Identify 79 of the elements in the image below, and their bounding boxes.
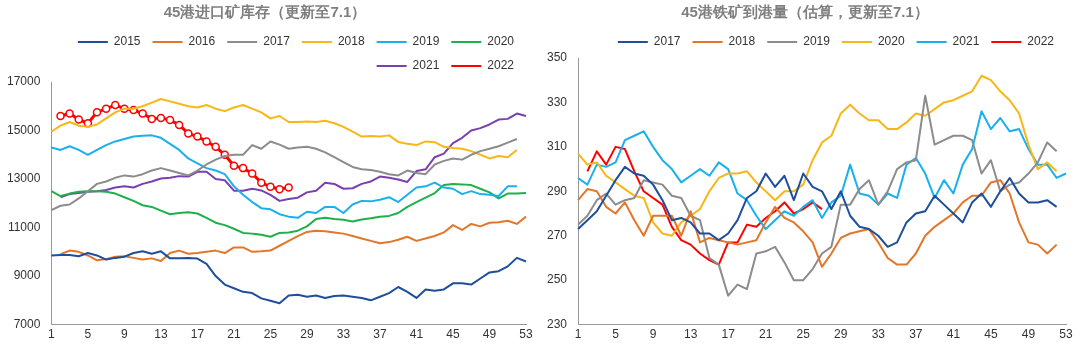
point: [56, 111, 65, 121]
point: [184, 129, 193, 138]
x-tick-label: 29: [300, 327, 314, 342]
legend-label: 2017: [263, 34, 291, 49]
x-tick-label: 41: [946, 327, 961, 342]
y-tick-label: 9000: [13, 268, 41, 283]
y-tick-label: 310: [546, 139, 568, 154]
x-tick-label: 49: [482, 327, 497, 342]
legend-label: 2017: [653, 34, 681, 49]
y-tick-label: 250: [546, 272, 568, 287]
chart-title: 45港铁矿到港量（估算，更新至7.1）: [681, 3, 929, 21]
x-tick-label: 5: [612, 327, 620, 342]
y-tick-label: 230: [546, 316, 568, 331]
point: [65, 109, 74, 118]
y-tick-label: 350: [546, 50, 568, 65]
point: [284, 183, 293, 192]
legend-label: 2020: [487, 34, 515, 49]
legend-label: 2015: [113, 34, 141, 49]
x-tick-label: 9: [649, 327, 657, 342]
legend-label: 2021: [952, 34, 980, 49]
legend-label: 2018: [337, 34, 365, 49]
legend-label: 2022: [487, 58, 515, 73]
x-tick-label: 37: [909, 327, 923, 342]
point: [257, 178, 266, 187]
point: [92, 108, 102, 117]
y-tick-label: 270: [546, 228, 568, 243]
point: [174, 120, 184, 130]
point: [238, 163, 248, 173]
y-tick-label: 7000: [13, 316, 41, 331]
x-tick-label: 13: [154, 327, 168, 342]
y-tick-label: 13000: [6, 171, 41, 186]
x-tick-label: 33: [336, 327, 351, 342]
legend-label: 2021: [412, 58, 440, 73]
x-tick-label: 45: [446, 327, 460, 342]
point: [165, 115, 175, 125]
point: [229, 161, 239, 170]
point: [275, 184, 284, 194]
chart-title: 45港进口矿库存（更新至7.1）: [163, 3, 367, 21]
point: [266, 182, 275, 192]
x-tick-label: 13: [683, 327, 698, 342]
point: [138, 109, 147, 118]
point: [193, 132, 202, 141]
y-tick-label: 290: [546, 183, 568, 198]
y-tick-label: 11000: [7, 219, 41, 234]
x-tick-label: 21: [227, 327, 241, 342]
legend-label: 2022: [1027, 34, 1055, 49]
legend-label: 2019: [803, 34, 831, 49]
x-tick-label: 9: [121, 327, 129, 342]
x-tick-label: 1: [574, 327, 582, 342]
point: [74, 115, 83, 124]
x-tick-label: 33: [871, 327, 886, 342]
x-tick-label: 17: [190, 327, 205, 342]
legend-label: 2020: [877, 34, 905, 49]
x-tick-label: 49: [1021, 327, 1036, 342]
x-tick-label: 5: [84, 327, 92, 342]
x-tick-label: 45: [984, 327, 998, 342]
point: [202, 137, 211, 146]
x-tick-label: 29: [834, 327, 848, 342]
x-tick-label: 1: [48, 327, 56, 342]
point: [247, 169, 257, 178]
x-tick-label: 53: [519, 327, 533, 342]
y-tick-label: 330: [546, 94, 568, 109]
legend-label: 2018: [728, 34, 756, 49]
x-tick-label: 41: [409, 327, 424, 342]
x-tick-label: 17: [721, 327, 736, 342]
legend-label: 2019: [412, 34, 440, 49]
point: [156, 113, 166, 123]
legend-label: 2016: [188, 34, 216, 49]
y-tick-label: 17000: [6, 74, 41, 89]
x-tick-label: 21: [759, 327, 773, 342]
y-tick-label: 15000: [6, 122, 41, 137]
x-tick-label: 25: [263, 327, 278, 342]
point: [147, 114, 157, 124]
x-tick-label: 25: [796, 327, 811, 342]
x-tick-label: 37: [373, 327, 387, 342]
point: [111, 100, 120, 110]
x-tick-label: 53: [1059, 327, 1073, 342]
point: [211, 142, 220, 152]
point: [101, 104, 111, 113]
